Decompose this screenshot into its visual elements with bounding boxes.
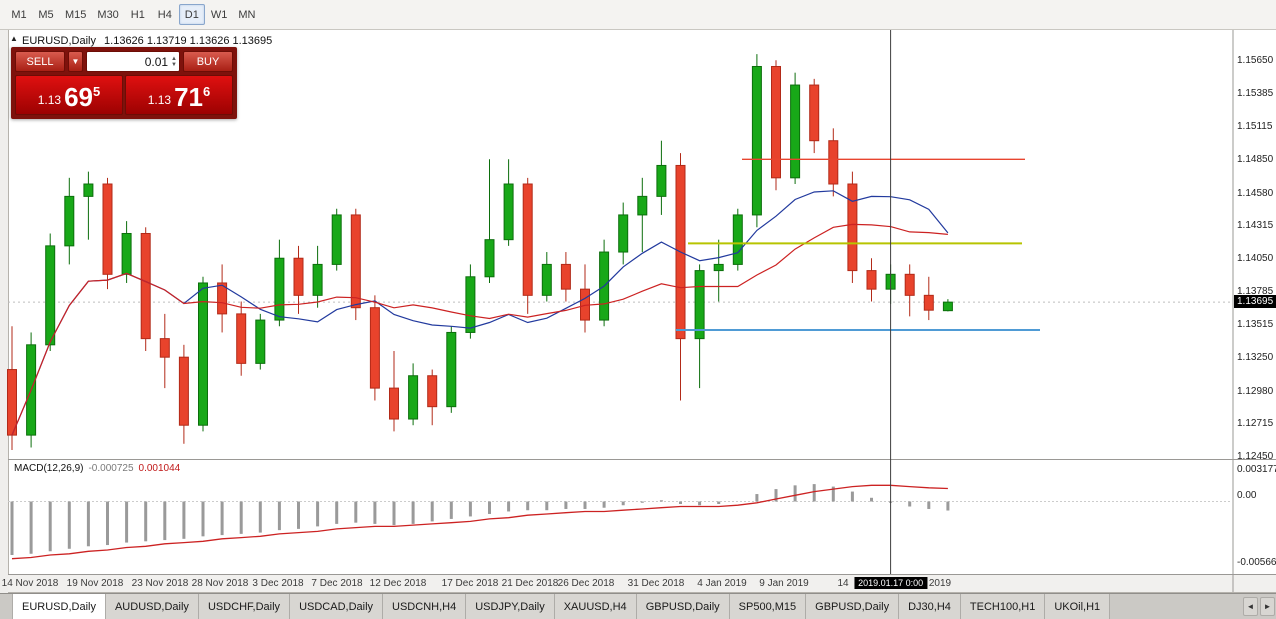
ask-price-big-digits: 71 (174, 82, 204, 112)
chart-tab-usdchf-daily[interactable]: USDCHF,Daily (198, 594, 291, 619)
timeframe-button-w1[interactable]: W1 (206, 4, 233, 25)
bid-price-big-digits: 69 (64, 82, 94, 112)
chart-tab-eurusd-daily[interactable]: EURUSD,Daily (13, 594, 106, 619)
chart-tab-bar: EURUSD,Daily AUDUSD,Daily USDCHF,Daily USDC… (0, 593, 1276, 619)
ask-price-pipette: 6 (203, 84, 211, 99)
buy-price-button[interactable]: 1.13 71 6 (125, 75, 233, 115)
bid-price-pipette: 5 (93, 84, 101, 99)
tab-scroll-arrows: ◄ ► (1242, 594, 1276, 619)
volume-decrease-icon[interactable]: ▼ (171, 61, 177, 68)
timeframe-button-d1[interactable]: D1 (178, 4, 205, 25)
timeframe-button-mn[interactable]: MN (233, 4, 260, 25)
volume-input[interactable]: 0.01 ▲ ▼ (86, 51, 180, 72)
ask-price-prefix: 1.13 (147, 93, 172, 107)
one-click-trading-panel: SELL ▼ 0.01 ▲ ▼ BUY 1.13 69 5 1.13 71 6 (11, 47, 237, 119)
chart-tab-gbpusd-daily[interactable]: GBPUSD,Daily (636, 594, 730, 619)
chart-tab-audusd-daily[interactable]: AUDUSD,Daily (105, 594, 199, 619)
bid-price-prefix: 1.13 (37, 93, 62, 107)
timeframe-button-m15[interactable]: M15 (60, 4, 91, 25)
sell-button[interactable]: SELL (15, 51, 65, 72)
tab-bar-spacer (0, 594, 13, 619)
tab-scroll-right-icon[interactable]: ► (1260, 597, 1275, 616)
sell-price-button[interactable]: 1.13 69 5 (15, 75, 123, 115)
chart-tab-tech100-h1[interactable]: TECH100,H1 (960, 594, 1046, 619)
chart-tab-usdjpy-daily[interactable]: USDJPY,Daily (466, 594, 555, 619)
timeframe-button-h4[interactable]: H4 (152, 4, 178, 25)
timeframe-button-h1[interactable]: H1 (125, 4, 151, 25)
timeframe-button-m30[interactable]: M30 (92, 4, 123, 25)
chart-tab-ukoil-h1[interactable]: UKOil,H1 (1045, 594, 1111, 619)
date-axis-strip (8, 575, 1276, 593)
timeframe-button-group: M1 M5 M15 M30 H1 H4 D1 W1 MN (6, 4, 260, 25)
volume-increase-icon[interactable]: ▲ (171, 55, 177, 62)
volume-value: 0.01 (144, 54, 169, 69)
volume-stepper: ▲ ▼ (171, 56, 177, 68)
chart-tab-usdcnh-h4[interactable]: USDCNH,H4 (383, 594, 467, 619)
tab-scroll-left-icon[interactable]: ◄ (1243, 597, 1258, 616)
chart-tab-xauusd-h4[interactable]: XAUUSD,H4 (554, 594, 637, 619)
tab-strip: EURUSD,Daily AUDUSD,Daily USDCHF,Daily USDC… (13, 594, 1242, 619)
timeframe-button-m1[interactable]: M1 (6, 4, 32, 25)
trade-options-caret-icon[interactable]: ▼ (68, 51, 83, 72)
timeframe-button-m5[interactable]: M5 (33, 4, 59, 25)
chart-tab-sp500-m15[interactable]: SP500,M15 (729, 594, 807, 619)
buy-button[interactable]: BUY (183, 51, 233, 72)
chart-tab-usdcad-daily[interactable]: USDCAD,Daily (290, 594, 384, 619)
chart-tab-gbpusd-daily[interactable]: GBPUSD,Daily (806, 594, 900, 619)
chart-tab-dj30-h4[interactable]: DJ30,H4 (899, 594, 961, 619)
timeframe-toolbar: M1 M5 M15 M30 H1 H4 D1 W1 MN (0, 0, 1276, 30)
